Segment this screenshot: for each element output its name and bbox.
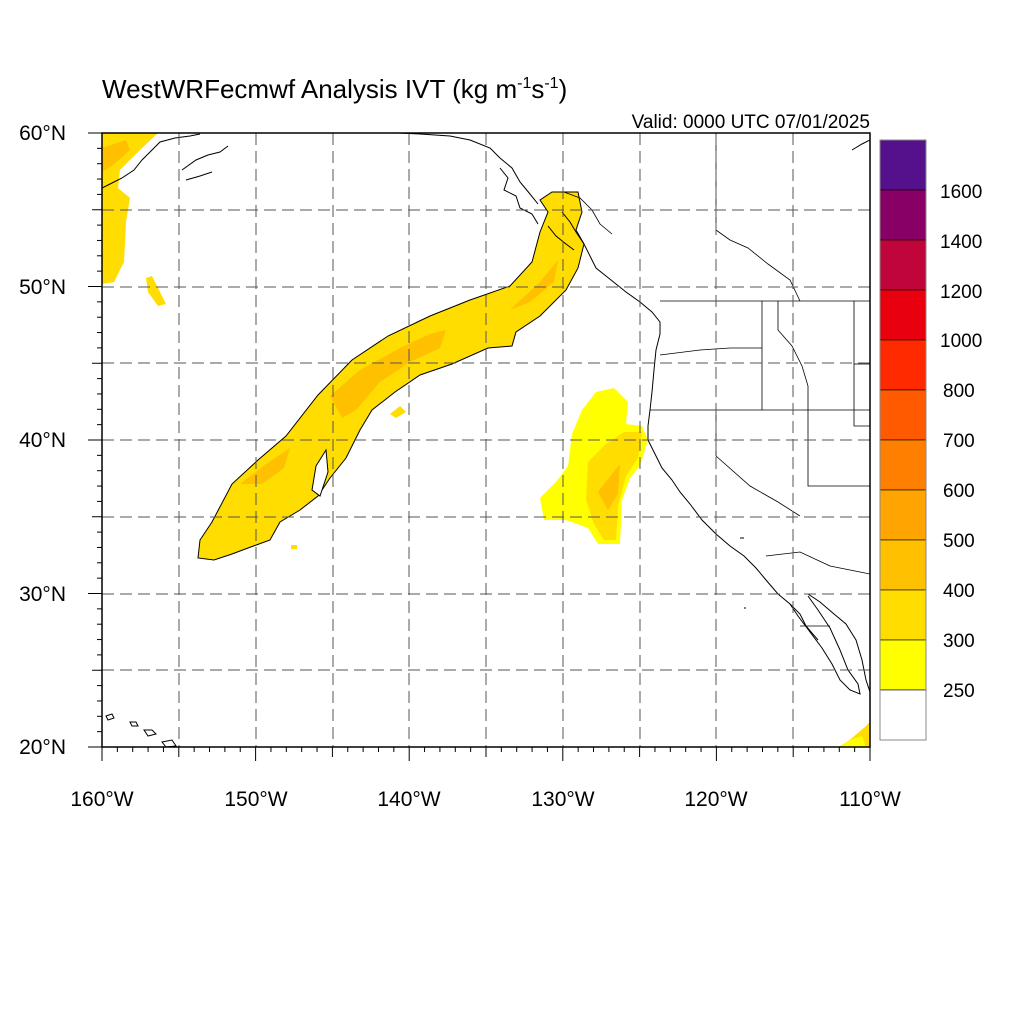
ivt-northwest-core: [102, 140, 130, 172]
colorbar-box: [879, 239, 927, 291]
ivt-offshore-core2: [598, 464, 620, 510]
ivt-river-outer: [197, 191, 585, 561]
lon-label-120: 120°W: [684, 788, 747, 811]
colorbar-label-800: 800: [943, 381, 975, 402]
graticule: [102, 133, 870, 747]
valid-time: Valid: 0000 UTC 07/01/2025: [632, 112, 870, 133]
colorbar-box: [879, 439, 927, 491]
lon-label-140: 140°W: [377, 788, 440, 811]
lat-label-40: 40°N: [19, 429, 66, 452]
map-panel: [102, 133, 870, 747]
lon-label-150: 150°W: [224, 788, 287, 811]
colorbar-label-250: 250: [943, 681, 975, 702]
lat-label-50: 50°N: [19, 276, 66, 299]
lat-label-60: 60°N: [19, 122, 66, 145]
colorbar-label-1200: 1200: [940, 282, 982, 303]
coastlines: [102, 133, 870, 747]
colorbar-box: [879, 189, 927, 241]
ivt-field: [102, 133, 870, 747]
ivt-river-small: [390, 406, 406, 418]
colorbar-label-1000: 1000: [940, 331, 982, 352]
ivt-northwest-small: [146, 276, 166, 306]
colorbar-label-1600: 1600: [940, 182, 982, 203]
colorbar-label-600: 600: [943, 481, 975, 502]
colorbar-box: [879, 389, 927, 441]
colorbar-box: [879, 639, 927, 691]
colorbar-box: [879, 539, 927, 591]
ivt-river-core1: [330, 330, 446, 418]
lon-label-160: 160°W: [70, 788, 133, 811]
colorbar-outline: [879, 139, 927, 741]
figure-title: WestWRFecmwf Analysis IVT (kg m-1s-1): [102, 74, 567, 104]
colorbar-labels: 1600 1400 1200 1000 800 700 600 500 400 …: [940, 182, 982, 702]
colorbar: [879, 139, 927, 741]
colorbar-box: [879, 689, 927, 741]
colorbar-box: [879, 339, 927, 391]
ivt-river-core2: [240, 448, 290, 484]
ivt-northwest-outer: [102, 133, 158, 284]
colorbar-label-1400: 1400: [940, 232, 982, 253]
lat-label-20: 20°N: [19, 736, 66, 759]
ivt-river-dot: [291, 545, 297, 549]
latitude-labels: 60°N 50°N 40°N 30°N 20°N: [19, 122, 66, 759]
lon-label-130: 130°W: [531, 788, 594, 811]
longitude-labels: 160°W 150°W 140°W 130°W 120°W 110°W: [70, 788, 901, 811]
colorbar-box: [879, 489, 927, 541]
colorbar-label-300: 300: [943, 631, 975, 652]
axis-ticks: [88, 132, 871, 761]
ivt-southeast-edge: [838, 736, 866, 747]
ivt-river-core3: [510, 260, 558, 310]
lat-label-30: 30°N: [19, 583, 66, 606]
colorbar-label-500: 500: [943, 531, 975, 552]
lon-label-110: 110°W: [839, 788, 901, 811]
colorbar-box: [879, 139, 927, 191]
ivt-river-lake: [311, 448, 329, 497]
political-borders: [563, 133, 870, 627]
colorbar-box: [879, 589, 927, 641]
colorbar-label-400: 400: [943, 581, 975, 602]
colorbar-box: [879, 289, 927, 341]
colorbar-label-700: 700: [943, 431, 975, 452]
